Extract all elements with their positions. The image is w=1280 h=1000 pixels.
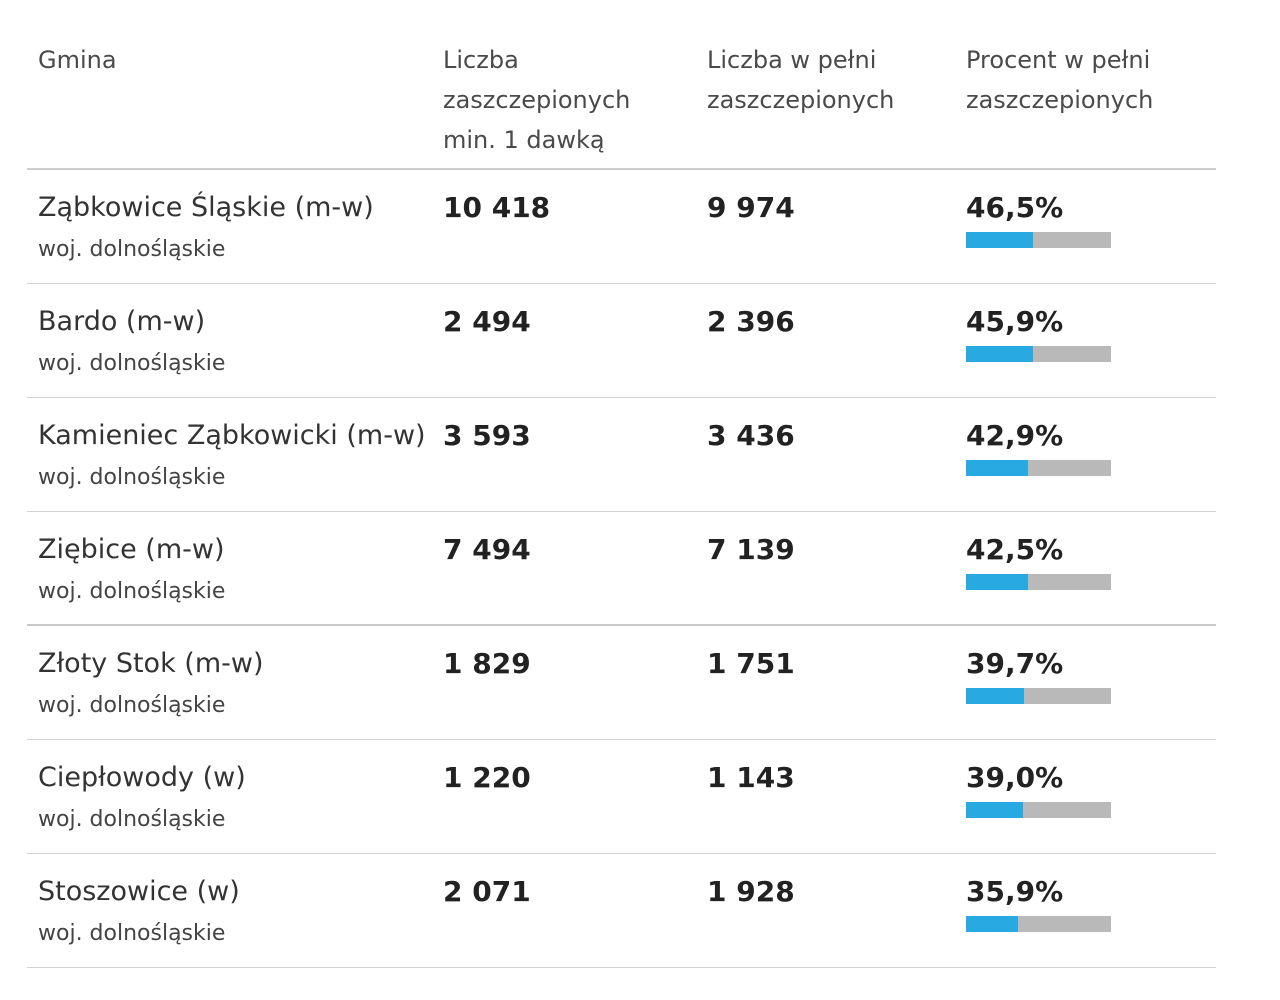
header-gmina[interactable]: Gmina [38, 46, 117, 74]
percent-value: 39,0% [966, 761, 1064, 794]
percent-bar-fill [966, 232, 1034, 248]
percent-value: 42,5% [966, 533, 1064, 566]
table-row: Ząbkowice Śląskie (m-w) woj. dolnośląski… [27, 170, 1216, 284]
min-1-dose-count: 3 593 [443, 419, 531, 452]
table-row: Kamieniec Ząbkowicki (m-w) woj. dolnoślą… [27, 398, 1216, 512]
fully-vaccinated-count: 1 928 [707, 875, 795, 908]
percent-value: 35,9% [966, 875, 1064, 908]
header-fully-vaccinated[interactable]: Liczba w pełni zaszczepionych [707, 46, 895, 114]
min-1-dose-count: 1 220 [443, 761, 531, 794]
table-row: Ziębice (m-w) woj. dolnośląskie 7 494 7 … [27, 512, 1216, 626]
region-name: woj. dolnośląskie [38, 579, 226, 604]
gmina-name: Złoty Stok (m-w) [38, 648, 264, 679]
min-1-dose-count: 7 494 [443, 533, 531, 566]
percent-bar [966, 460, 1111, 476]
table-row: Bardo (m-w) woj. dolnośląskie 2 494 2 39… [27, 284, 1216, 398]
region-name: woj. dolnośląskie [38, 807, 226, 832]
table-row: Złoty Stok (m-w) woj. dolnośląskie 1 829… [27, 626, 1216, 740]
percent-bar [966, 232, 1111, 248]
percent-bar-fill [966, 574, 1028, 590]
min-1-dose-count: 1 829 [443, 647, 531, 680]
fully-vaccinated-count: 2 396 [707, 305, 795, 338]
percent-bar [966, 688, 1111, 704]
percent-bar-fill [966, 346, 1033, 362]
percent-bar-fill [966, 460, 1029, 476]
percent-value: 45,9% [966, 305, 1064, 338]
region-name: woj. dolnośląskie [38, 693, 226, 718]
region-name: woj. dolnośląskie [38, 465, 226, 490]
fully-vaccinated-count: 7 139 [707, 533, 795, 566]
region-name: woj. dolnośląskie [38, 351, 226, 376]
header-percent-fully-vaccinated[interactable]: Procent w pełni zaszczepionych [966, 46, 1154, 114]
fully-vaccinated-count: 9 974 [707, 191, 795, 224]
min-1-dose-count: 2 071 [443, 875, 531, 908]
gmina-name: Ząbkowice Śląskie (m-w) [38, 192, 374, 223]
gmina-name: Kamieniec Ząbkowicki (m-w) [38, 420, 426, 451]
min-1-dose-count: 10 418 [443, 191, 551, 224]
region-name: woj. dolnośląskie [38, 237, 226, 262]
percent-value: 42,9% [966, 419, 1064, 452]
gmina-name: Ciepłowody (w) [38, 762, 246, 793]
min-1-dose-count: 2 494 [443, 305, 531, 338]
region-name: woj. dolnośląskie [38, 921, 226, 946]
vaccination-table: Gmina Liczba zaszczepionych min. 1 dawką… [27, 0, 1216, 968]
percent-bar-fill [966, 688, 1024, 704]
percent-value: 46,5% [966, 191, 1064, 224]
percent-bar-fill [966, 916, 1019, 932]
table-header: Gmina Liczba zaszczepionych min. 1 dawką… [27, 0, 1216, 170]
gmina-name: Ziębice (m-w) [38, 534, 225, 565]
percent-bar-fill [966, 802, 1023, 818]
percent-bar [966, 916, 1111, 932]
gmina-name: Bardo (m-w) [38, 306, 206, 337]
percent-value: 39,7% [966, 647, 1064, 680]
header-min-1-dose[interactable]: Liczba zaszczepionych min. 1 dawką [443, 46, 631, 154]
gmina-name: Stoszowice (w) [38, 876, 240, 907]
percent-bar [966, 346, 1111, 362]
table-row: Stoszowice (w) woj. dolnośląskie 2 071 1… [27, 854, 1216, 968]
fully-vaccinated-count: 1 751 [707, 647, 795, 680]
table-row: Ciepłowody (w) woj. dolnośląskie 1 220 1… [27, 740, 1216, 854]
fully-vaccinated-count: 1 143 [707, 761, 795, 794]
fully-vaccinated-count: 3 436 [707, 419, 795, 452]
percent-bar [966, 574, 1111, 590]
percent-bar [966, 802, 1111, 818]
